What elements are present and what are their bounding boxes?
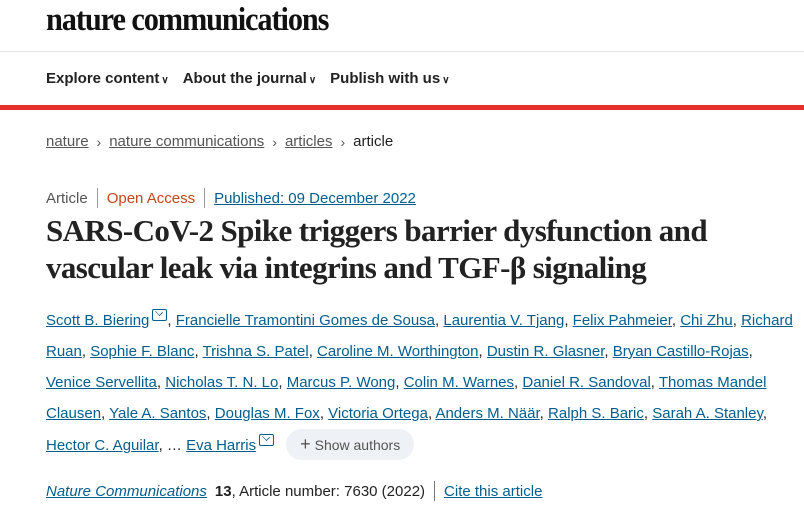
- breadcrumb-current: article: [353, 133, 394, 150]
- author-link[interactable]: Hector C. Aguilar: [46, 437, 159, 454]
- email-icon[interactable]: [152, 309, 168, 321]
- nav-label: Publish with us: [330, 70, 441, 87]
- author-link[interactable]: Anders M. Näär: [435, 405, 540, 422]
- chevron-down-icon: ∨: [308, 75, 317, 86]
- author-link[interactable]: Bryan Castillo-Rojas: [612, 343, 749, 360]
- author-link[interactable]: Venice Servellita: [46, 374, 157, 391]
- chevron-down-icon: ∨: [161, 75, 169, 86]
- author-link[interactable]: Douglas M. Fox: [214, 405, 320, 422]
- author-link[interactable]: Yale A. Santos: [109, 405, 207, 422]
- main-nav: Explore content ∨ About the journal ∨ Publ…: [46, 70, 450, 87]
- published-date-link[interactable]: Published: 09 December 2022: [214, 189, 416, 207]
- open-access-badge: Open Access: [106, 189, 196, 207]
- divider: [96, 188, 98, 208]
- chevron-right-icon: ›: [96, 133, 102, 150]
- nav-publish-with-us[interactable]: Publish with us ∨: [330, 70, 449, 87]
- author-link[interactable]: Daniel R. Sandoval: [522, 374, 651, 391]
- author-link[interactable]: Dustin R. Glasner: [486, 343, 605, 360]
- ellipsis: …: [166, 437, 182, 454]
- divider: [434, 481, 436, 501]
- breadcrumb: nature › nature communications › article…: [46, 133, 393, 150]
- author-link[interactable]: Thomas Mandel Clausen: [46, 374, 767, 422]
- author-link[interactable]: Richard Ruan: [46, 312, 793, 360]
- author-link[interactable]: Francielle Tramontini Gomes de Sousa: [175, 312, 436, 329]
- email-icon[interactable]: [259, 434, 275, 446]
- author-link[interactable]: Trishna S. Patel: [202, 343, 309, 360]
- author-link[interactable]: Scott B. Biering: [46, 312, 150, 329]
- breadcrumb-nature-communications[interactable]: nature communications: [109, 133, 265, 150]
- accent-bar: [0, 105, 804, 110]
- author-link[interactable]: Victoria Ortega: [328, 405, 428, 422]
- show-authors-label: Show authors: [314, 437, 401, 453]
- nav-label: Explore content: [46, 70, 160, 87]
- journal-logo[interactable]: nature communications: [46, 2, 330, 38]
- author-link[interactable]: Sarah A. Stanley: [652, 405, 763, 422]
- breadcrumb-articles[interactable]: articles: [284, 133, 333, 150]
- article-number: , Article number: 7630 (2022): [231, 482, 426, 500]
- divider: [204, 188, 206, 208]
- author-link[interactable]: Sophie F. Blanc: [90, 343, 195, 360]
- divider: [0, 51, 804, 52]
- author-list: Scott B. Biering, Francielle Tramontini …: [46, 305, 794, 461]
- volume: 13: [214, 482, 232, 500]
- author-link[interactable]: Eva Harris: [186, 437, 257, 454]
- show-authors-button[interactable]: + Show authors: [286, 429, 415, 460]
- article-meta: Article Open Access Published: 09 Decemb…: [46, 188, 416, 208]
- nav-explore-content[interactable]: Explore content ∨: [46, 70, 169, 87]
- author-link[interactable]: Ralph S. Baric: [548, 405, 644, 422]
- cite-this-article-link[interactable]: Cite this article: [444, 482, 543, 500]
- chevron-right-icon: ›: [272, 133, 277, 150]
- author-link[interactable]: Felix Pahmeier: [572, 312, 672, 329]
- plus-icon: +: [300, 434, 311, 454]
- nav-about-journal[interactable]: About the journal ∨: [183, 70, 316, 87]
- author-link[interactable]: Chi Zhu: [680, 312, 733, 329]
- author-link[interactable]: Marcus P. Wong: [286, 374, 396, 391]
- author-link[interactable]: Colin M. Warnes: [403, 374, 515, 391]
- author-link[interactable]: Laurentia V. Tjang: [443, 312, 565, 329]
- citation-line: Nature Communications 13 , Article numbe…: [46, 481, 542, 501]
- chevron-down-icon: ∨: [442, 75, 450, 86]
- journal-link[interactable]: Nature Communications: [46, 482, 207, 500]
- nav-label: About the journal: [182, 70, 307, 87]
- article-type: Article: [46, 189, 88, 207]
- author-link[interactable]: Caroline M. Worthington: [317, 343, 479, 360]
- article-title: SARS-CoV-2 Spike triggers barrier dysfun…: [46, 213, 708, 285]
- breadcrumb-nature[interactable]: nature: [46, 133, 89, 150]
- author-link[interactable]: Nicholas T. N. Lo: [165, 374, 279, 391]
- chevron-right-icon: ›: [340, 133, 346, 150]
